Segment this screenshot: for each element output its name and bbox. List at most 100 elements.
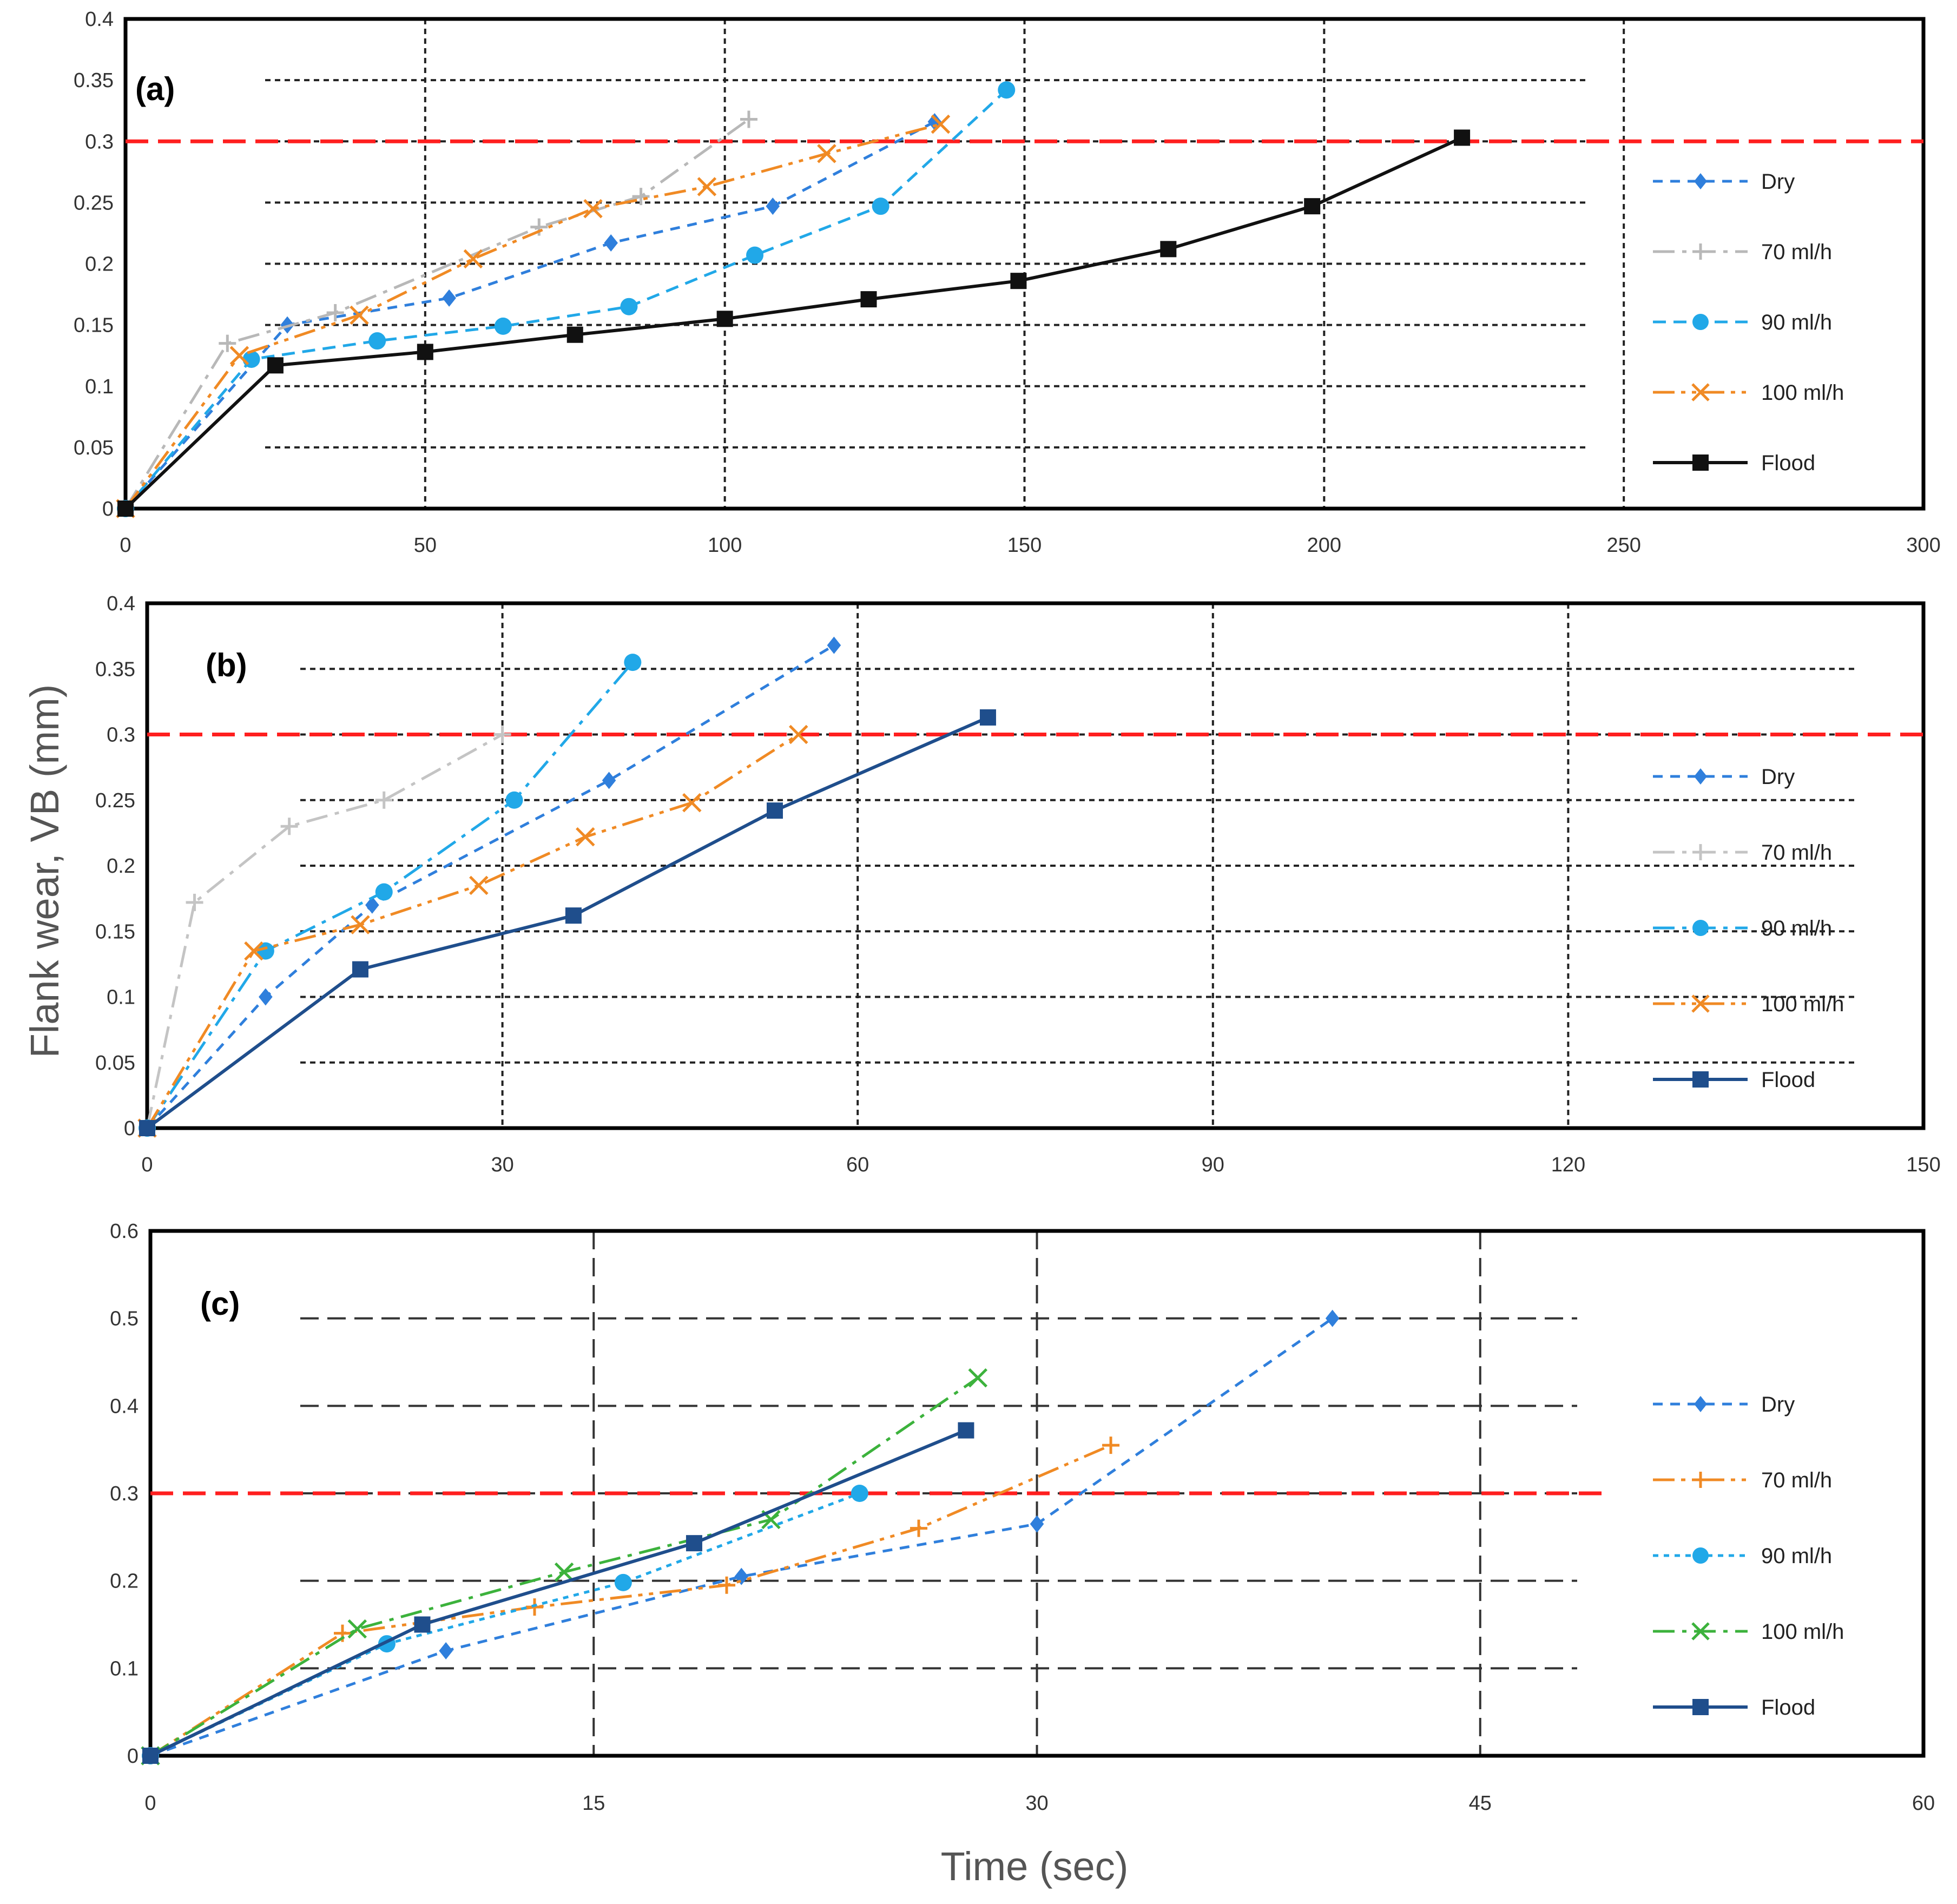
panel-c-legend-entry-3: 100 ml/h	[1653, 1620, 1844, 1644]
panel-a-legend-marker-3	[1691, 383, 1710, 401]
panel-c-legend-label-0: Dry	[1761, 1393, 1795, 1417]
panel-b-series-3-point-3	[469, 875, 489, 895]
panel-b-series-4-point-3	[766, 802, 783, 819]
panel-a-xtick-3: 150	[1007, 534, 1042, 557]
panel-b-legend-label-1: 70 ml/h	[1761, 841, 1832, 865]
panel-a-series-0-point-3	[604, 234, 618, 252]
panel-a-legend-entry-2: 90 ml/h	[1653, 311, 1832, 334]
panel-a-series-4-point-3	[566, 326, 583, 343]
panel-a: 0 0.05 0.1 0.15 0.2 0.25 0.3 0.35 0.4 0 50 100 150 20…	[74, 8, 1941, 557]
panel-b-legend-entry-1: 70 ml/h	[1653, 841, 1832, 865]
panel-c-xtick-1: 15	[582, 1792, 605, 1815]
panel-c-series-1-point-3	[718, 1576, 736, 1594]
panel-b-series-0-point-1	[259, 988, 273, 1006]
panel-a-ytick-2: 0.1	[85, 375, 114, 398]
panel-a-ytick-1: 0.05	[74, 437, 114, 459]
panel-a-series-1-point-1	[219, 334, 236, 352]
panel-c-xtick-4: 60	[1912, 1792, 1935, 1815]
panel-c-ytick-3: 0.3	[110, 1483, 139, 1505]
panel-c-series-3-point-2	[554, 1562, 574, 1582]
panel-c-legend-entry-2: 90 ml/h	[1653, 1544, 1832, 1568]
panel-b: 0 0.05 0.1 0.15 0.2 0.25 0.3 0.35 0.4 0 30 60 90 120 1…	[95, 592, 1941, 1176]
panel-a-series-3-point-3	[463, 249, 483, 269]
panel-c-legend-entry-1: 70 ml/h	[1653, 1468, 1832, 1492]
panel-b-ytick-1: 0.05	[95, 1052, 135, 1075]
panel-c-legend-entry-0: Dry	[1653, 1393, 1795, 1417]
panel-b-legend-marker-3	[1691, 994, 1710, 1013]
panel-b-frame	[145, 601, 1926, 1130]
panel-a-series-0	[118, 113, 942, 517]
panel-a-xtick-6: 300	[1906, 534, 1940, 557]
panel-a-series-4-point-0	[117, 500, 134, 517]
panel-a-series-0-point-4	[766, 197, 780, 215]
panel-c-ytick-5: 0.5	[110, 1308, 139, 1330]
panel-a-legend-entry-3: 100 ml/h	[1653, 381, 1844, 405]
panel-c-legend-marker-2	[1692, 1547, 1709, 1564]
panel-a-legend-label-1: 70 ml/h	[1761, 240, 1832, 264]
panel-c-series-4	[142, 1422, 974, 1764]
panel-b-series-2-point-4	[624, 654, 642, 671]
panel-c-xtick-3: 45	[1469, 1792, 1492, 1815]
panel-b-series-1-line	[146, 733, 503, 1129]
panel-b-series-0-point-4	[827, 636, 841, 654]
panel-a-legend-marker-4	[1692, 454, 1709, 471]
panel-b-series-4-point-0	[139, 1120, 155, 1136]
panel-a-series-2-point-5	[746, 246, 764, 264]
panel-a-series-2-point-3	[494, 317, 512, 335]
panel-b-ytick-3: 0.15	[95, 920, 135, 943]
panel-a-legend-label-4: Flood	[1761, 451, 1815, 475]
panel-c-legend-label-2: 90 ml/h	[1761, 1544, 1832, 1568]
panel-a-series-1-point-3	[530, 218, 548, 236]
panel-b-xtick-2: 60	[846, 1154, 869, 1176]
panel-b-ytick-2: 0.1	[107, 986, 135, 1009]
panel-c: 0 0.1 0.2 0.3 0.4 0.5 0.6 0 15 30 45 60 Dry 70 ml/h 90…	[110, 1220, 1935, 1815]
panel-c-series-2-point-3	[851, 1485, 868, 1502]
panel-a-series-1-point-2	[326, 304, 344, 321]
panel-b-series-4-point-1	[352, 961, 368, 978]
panel-a-xtick-1: 50	[414, 534, 437, 557]
panel-a-series-4-point-1	[267, 357, 284, 374]
panel-c-series-1-point-5	[1102, 1437, 1120, 1454]
panel-c-ytick-2: 0.2	[110, 1570, 139, 1593]
panel-c-xtick-2: 30	[1025, 1792, 1048, 1815]
panel-b-ytick-8: 0.4	[107, 592, 135, 615]
panel-a-series-2-point-6	[872, 197, 889, 215]
panel-b-label: (b)	[206, 647, 247, 683]
panel-c-label: (c)	[200, 1286, 240, 1322]
panel-a-series-2-point-7	[998, 81, 1016, 99]
panel-a-series-3-point-6	[817, 144, 836, 163]
panel-a-series-4-point-7	[1160, 241, 1177, 258]
panel-c-legend-label-3: 100 ml/h	[1761, 1620, 1844, 1644]
panel-a-series-2-point-4	[620, 298, 638, 315]
panel-a-series-4-point-5	[860, 291, 877, 308]
panel-b-series-4-point-2	[565, 907, 582, 924]
panel-a-series-1-point-5	[740, 110, 757, 128]
panel-a-legend-marker-1	[1692, 243, 1709, 260]
panel-a-series-4-point-6	[1010, 273, 1027, 289]
panel-a-ytick-6: 0.3	[85, 130, 114, 153]
panel-a-legend-marker-0	[1694, 173, 1707, 189]
panel-a-series-4	[117, 129, 1471, 517]
panel-c-ytick-1: 0.1	[110, 1657, 139, 1680]
panel-a-ytick-5: 0.25	[74, 192, 114, 214]
panel-b-xtick-1: 30	[491, 1154, 513, 1176]
panel-a-series-4-point-9	[1454, 129, 1471, 146]
panel-b-ytick-4: 0.2	[107, 855, 135, 878]
panel-a-legend-label-2: 90 ml/h	[1761, 311, 1832, 334]
panel-b-legend-entry-0: Dry	[1653, 765, 1795, 789]
panel-b-series-3	[137, 724, 808, 1138]
panel-a-series-3-point-4	[583, 199, 603, 219]
panel-a-xtick-4: 200	[1307, 534, 1341, 557]
panel-a-xtick-0: 0	[120, 534, 131, 557]
panel-a-series-4-point-4	[716, 311, 733, 327]
panel-a-series-3-point-5	[697, 177, 717, 196]
x-axis-title: Time (sec)	[941, 1844, 1129, 1889]
panel-b-series-1-point-2	[280, 818, 298, 835]
panel-a-series-3-line	[124, 123, 941, 510]
panel-c-legend-marker-4	[1692, 1699, 1709, 1715]
panel-a-xtick-5: 250	[1606, 534, 1640, 557]
panel-a-ytick-3: 0.15	[74, 314, 114, 337]
panel-b-series-3-point-2	[351, 915, 370, 934]
panel-a-series-4-line	[124, 136, 1463, 510]
panel-c-legend-marker-0	[1694, 1396, 1707, 1412]
